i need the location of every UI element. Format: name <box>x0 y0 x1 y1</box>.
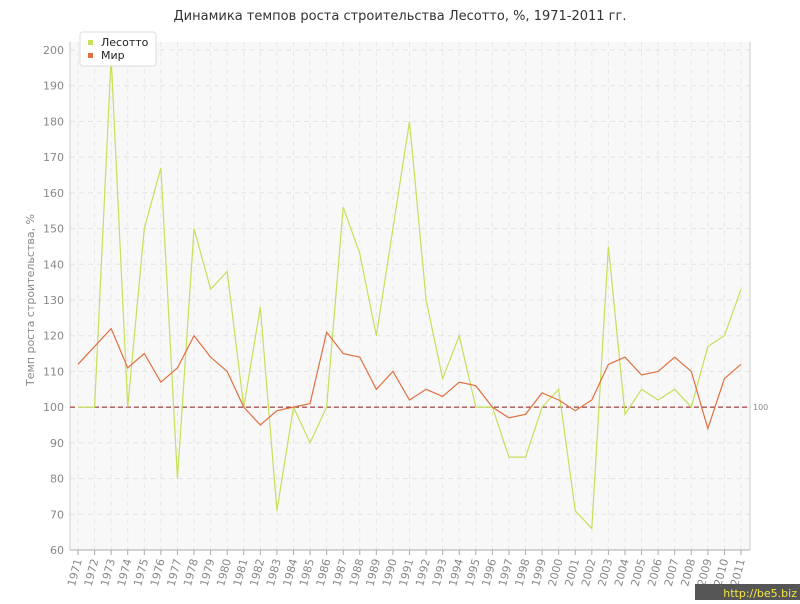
y-tick-label: 170 <box>43 151 64 164</box>
y-tick-label: 140 <box>43 258 64 271</box>
y-axis-label: Темп роста строительства, % <box>24 214 37 387</box>
legend-swatch <box>88 40 93 45</box>
y-tick-label: 150 <box>43 223 64 236</box>
series-line <box>77 327 742 431</box>
y-tick-label: 180 <box>43 115 64 128</box>
watermark-bg <box>695 584 800 600</box>
legend-swatch <box>88 53 93 58</box>
y-tick-label: 130 <box>43 294 64 307</box>
legend-box <box>79 31 157 67</box>
y-tick-label: 160 <box>43 187 64 200</box>
legend-label: Мир <box>101 49 125 62</box>
legend-label: Лесотто <box>101 36 149 49</box>
y-tick-label: 190 <box>43 80 64 93</box>
watermark: http://be5.biz <box>723 587 797 600</box>
series-line <box>78 57 742 531</box>
y-tick-label: 90 <box>50 437 64 450</box>
x-tick-label: 2011 <box>728 557 748 587</box>
reference-label: 100 <box>753 403 768 412</box>
y-tick-label: 100 <box>43 401 64 414</box>
y-tick-label: 200 <box>43 44 64 57</box>
y-tick-label: 80 <box>50 473 64 486</box>
chart-title: Динамика темпов роста строительства Лесо… <box>174 9 627 24</box>
y-tick-label: 60 <box>50 544 64 557</box>
y-tick-label: 70 <box>50 508 64 521</box>
y-tick-label: 110 <box>43 365 64 378</box>
y-tick-label: 120 <box>43 330 64 343</box>
